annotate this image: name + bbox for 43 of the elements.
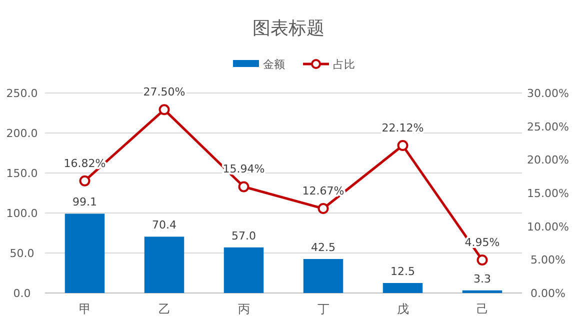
y2-tick-label: 5.00% xyxy=(530,254,566,267)
bar xyxy=(224,247,264,293)
y-tick-label: 100.0 xyxy=(6,207,38,220)
x-tick-label: 己 xyxy=(476,302,488,316)
point xyxy=(476,254,488,266)
y2-tick-label: 20.00% xyxy=(527,154,569,167)
x-tick-label: 丁 xyxy=(317,302,330,316)
bar xyxy=(382,283,423,293)
y-tick-label: 150.0 xyxy=(6,167,38,180)
data-label: 27.50% xyxy=(143,86,186,99)
y-tick-label: 50.0 xyxy=(10,247,34,260)
data-label: 99.1 xyxy=(72,196,97,209)
point xyxy=(238,181,250,192)
bar xyxy=(64,214,105,293)
x-tick-label: 甲 xyxy=(78,302,91,316)
bar xyxy=(303,259,344,293)
legend-label: 占比 xyxy=(333,58,355,71)
data-label: 22.12% xyxy=(382,122,424,135)
data-label: 70.4 xyxy=(152,218,176,232)
y-tick-label: 200.0 xyxy=(6,127,38,140)
y2-tick-label: 30.00% xyxy=(527,87,569,100)
y2-tick-label: 25.00% xyxy=(527,120,569,134)
data-label: 57.0 xyxy=(232,229,256,242)
point xyxy=(397,140,408,152)
y2-tick-label: 0.00% xyxy=(530,287,566,300)
point xyxy=(158,104,170,116)
y-tick-label: 0.0 xyxy=(13,287,31,300)
y2-tick-label: 10.00% xyxy=(527,220,569,234)
data-label: 12.5 xyxy=(390,265,415,278)
data-label: 3.3 xyxy=(474,272,491,286)
x-tick-label: 乙 xyxy=(158,302,170,316)
data-label: 42.5 xyxy=(311,241,336,254)
chart-title: 图表标题 xyxy=(252,18,324,39)
y-tick-label: 250.0 xyxy=(6,87,38,100)
x-tick-label: 丙 xyxy=(238,302,250,316)
x-tick-label: 戊 xyxy=(396,302,409,316)
data-label: 12.67% xyxy=(302,184,344,198)
point xyxy=(318,203,329,214)
bar xyxy=(462,290,502,293)
y2-tick-label: 15.00% xyxy=(527,187,569,200)
bar xyxy=(144,236,184,293)
point xyxy=(79,175,90,186)
legend-label: 金额 xyxy=(263,58,285,71)
